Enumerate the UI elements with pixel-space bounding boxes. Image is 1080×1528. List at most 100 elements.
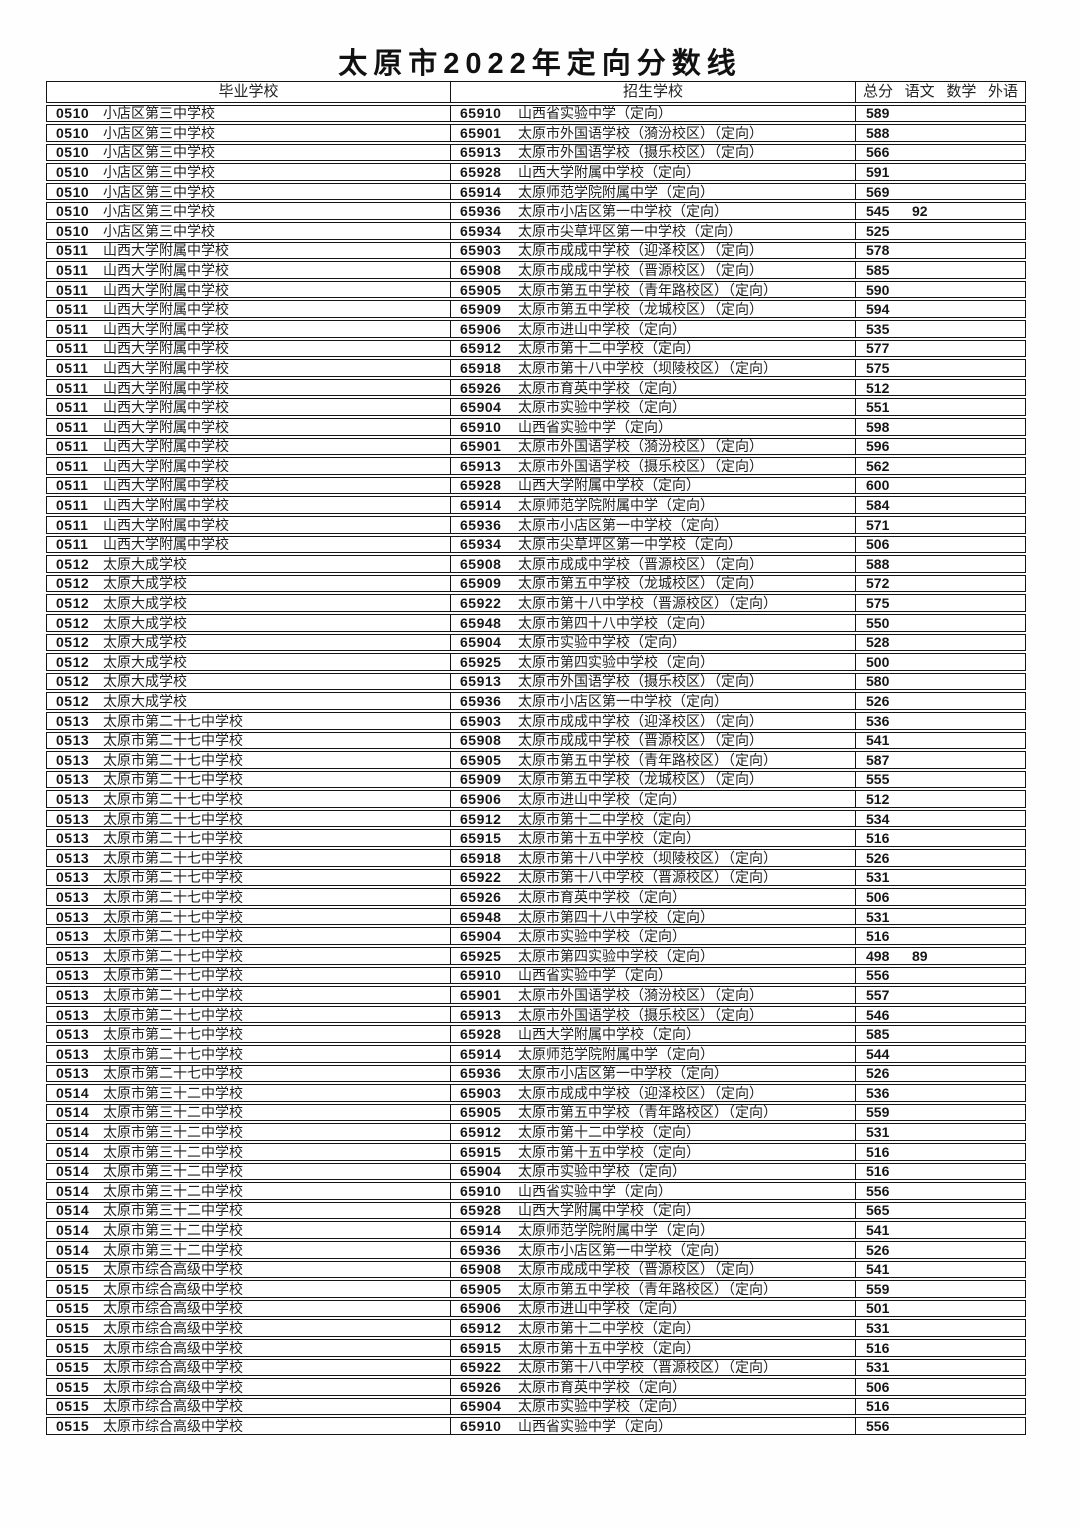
grad-school-cell: 0513 太原市第二十七中学校 (46, 829, 450, 848)
score-cell: 544 (855, 1045, 1026, 1063)
total-score: 526 (866, 1065, 890, 1082)
grad-school-cell: 0511 山西大学附属中学校 (46, 515, 450, 534)
table-row: 0512 太原大成学校 65913 太原市外国语学校（摄乐校区）（定向） 580 (46, 672, 1026, 691)
table-row: 0512 太原大成学校 65909 太原市第五中学校（龙城校区）（定向） 572 (46, 574, 1026, 593)
score-cell: 541 (855, 731, 1026, 750)
grad-school-cell: 0511 山西大学附属中学校 (46, 241, 450, 260)
admit-school-cell: 65936 太原市小店区第一中学校（定向） (450, 515, 855, 534)
admit-school-code: 65905 (460, 1104, 502, 1121)
score-cell: 588 (855, 124, 1026, 142)
grad-school-code: 0511 (56, 340, 89, 357)
admit-school-cell: 65906 太原市进山中学校（定向） (450, 790, 855, 808)
admit-school-name: 太原市成成中学校（迎泽校区）（定向） (518, 712, 763, 729)
admit-school-code: 65913 (460, 673, 502, 690)
grad-school-code: 0511 (56, 536, 89, 553)
admit-school-cell: 65905 太原市第五中学校（青年路校区）（定向） (450, 1103, 855, 1122)
grad-school-cell: 0511 山西大学附属中学校 (46, 418, 450, 436)
score-cell: 536 (855, 1084, 1026, 1102)
admit-school-code: 65925 (460, 947, 502, 964)
admit-school-cell: 65934 太原市尖草坪区第一中学校（定向） (450, 222, 855, 240)
score-cell: 506 (855, 535, 1026, 554)
admit-school-cell: 65922 太原市第十八中学校（晋源校区）（定向） (450, 868, 855, 887)
score-cell: 526 (855, 692, 1026, 710)
header-scores: 总分 语文 数学 外语 (855, 81, 1026, 103)
admit-school-cell: 65928 山西大学附属中学校（定向） (450, 476, 855, 495)
score-cell: 526 (855, 849, 1026, 867)
score-cell: 591 (855, 163, 1026, 181)
total-score: 588 (866, 555, 890, 572)
score-cell: 506 (855, 888, 1026, 906)
admit-school-name: 太原市第五中学校（青年路校区）（定向） (518, 281, 777, 298)
admit-school-name: 太原市第五中学校（青年路校区）（定向） (518, 1104, 777, 1121)
table-row: 0514 太原市第三十二中学校 65903 太原市成成中学校（迎泽校区）（定向） 536 (46, 1084, 1026, 1102)
admit-school-name: 太原市外国语学校（漪汾校区）（定向） (518, 438, 763, 455)
grad-school-cell: 0513 太原市第二十七中学校 (46, 888, 450, 906)
chinese-score: 89 (912, 947, 928, 964)
table-row: 0511 山西大学附属中学校 65914 太原师范学院附属中学（定向） 584 (46, 496, 1026, 514)
grad-school-code: 0513 (56, 830, 90, 847)
score-cell: 585 (855, 261, 1026, 279)
grad-school-cell: 0511 山西大学附属中学校 (46, 437, 450, 456)
grad-school-cell: 0511 山西大学附属中学校 (46, 339, 450, 358)
grad-school-name: 山西大学附属中学校 (103, 340, 229, 357)
admit-school-code: 65908 (460, 732, 502, 749)
grad-school-name: 小店区第三中学校 (103, 144, 215, 161)
admit-school-code: 65948 (460, 908, 502, 925)
table-row: 0513 太原市第二十七中学校 65910 山西省实验中学（定向） 556 (46, 966, 1026, 985)
admit-school-code: 65936 (460, 203, 502, 220)
total-score: 541 (866, 732, 890, 749)
grad-school-name: 太原市第二十七中学校 (103, 790, 243, 807)
table-row: 0515 太原市综合高级中学校 65908 太原市成成中学校（晋源校区）（定向） 541 (46, 1260, 1026, 1279)
admit-school-name: 太原市成成中学校（迎泽校区）（定向） (518, 1084, 763, 1101)
admit-school-code: 65934 (460, 536, 502, 553)
grad-school-cell: 0512 太原大成学校 (46, 633, 450, 652)
grad-school-cell: 0514 太原市第三十二中学校 (46, 1240, 450, 1259)
admit-school-cell: 65936 太原市小店区第一中学校（定向） (450, 1240, 855, 1259)
grad-school-name: 太原大成学校 (103, 673, 187, 690)
score-cell: 551 (855, 398, 1026, 416)
grad-school-code: 0513 (56, 810, 90, 827)
grad-school-cell: 0511 山西大学附属中学校 (46, 320, 450, 338)
admit-school-name: 太原市第十五中学校（定向） (518, 1339, 700, 1356)
admit-school-code: 65906 (460, 1300, 502, 1317)
table-row: 0513 太原市第二十七中学校 65913 太原市外国语学校（摄乐校区）（定向） 546 (46, 1005, 1026, 1024)
total-score: 556 (866, 1417, 890, 1434)
grad-school-cell: 0511 山西大学附属中学校 (46, 300, 450, 319)
score-cell: 498 89 (855, 947, 1026, 965)
total-score: 577 (866, 340, 890, 357)
score-cell: 500 (855, 653, 1026, 671)
total-score: 596 (866, 438, 890, 455)
grad-school-code: 0514 (56, 1104, 90, 1121)
score-cell: 590 (855, 280, 1026, 299)
score-cell: 575 (855, 359, 1026, 377)
total-score: 525 (866, 222, 890, 239)
admit-school-name: 太原市育英中学校（定向） (518, 888, 686, 905)
admit-school-cell: 65912 太原市第十二中学校（定向） (450, 339, 855, 358)
total-score: 541 (866, 1261, 890, 1278)
admit-school-cell: 65909 太原市第五中学校（龙城校区）（定向） (450, 300, 855, 319)
grad-school-code: 0512 (56, 634, 90, 651)
admit-school-code: 65910 (460, 1182, 502, 1199)
admit-school-name: 山西大学附属中学校（定向） (518, 1026, 700, 1043)
score-cell: 575 (855, 594, 1026, 612)
total-score: 534 (866, 810, 890, 827)
admit-school-code: 65910 (460, 418, 502, 435)
admit-school-cell: 65904 太原市实验中学校（定向） (450, 1162, 855, 1181)
grad-school-cell: 0513 太原市第二十七中学校 (46, 1045, 450, 1063)
grad-school-cell: 0511 山西大学附属中学校 (46, 535, 450, 554)
admit-school-code: 65910 (460, 105, 502, 122)
grad-school-name: 小店区第三中学校 (103, 222, 215, 239)
admit-school-code: 65903 (460, 1084, 502, 1101)
grad-school-cell: 0513 太原市第二十七中学校 (46, 1025, 450, 1043)
score-cell: 516 (855, 1142, 1026, 1161)
admit-school-code: 65922 (460, 869, 502, 886)
grad-school-code: 0514 (56, 1241, 90, 1258)
grad-school-code: 0513 (56, 986, 90, 1003)
grad-school-name: 太原市第二十七中学校 (103, 928, 243, 945)
admit-school-code: 65908 (460, 555, 502, 572)
grad-school-name: 山西大学附属中学校 (103, 320, 229, 337)
score-cell: 559 (855, 1103, 1026, 1122)
grad-school-cell: 0513 太原市第二十七中学校 (46, 947, 450, 965)
total-score: 516 (866, 1163, 890, 1180)
grad-school-cell: 0513 太原市第二十七中学校 (46, 849, 450, 867)
